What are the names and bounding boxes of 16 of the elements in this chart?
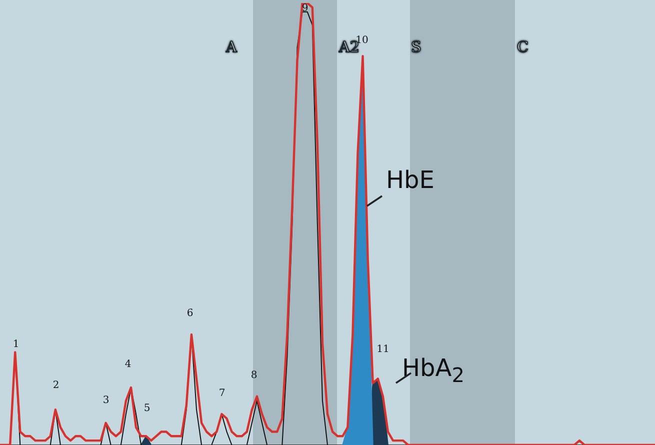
annotation: 9 — [302, 3, 308, 14]
annotation: 6 — [186, 308, 194, 319]
annotation: 4 — [124, 359, 132, 370]
annotation: 3 — [102, 395, 110, 406]
annotation: A — [226, 38, 237, 56]
annotation: 11 — [376, 344, 390, 355]
annotation: 2 — [52, 380, 60, 391]
annotation: A2 — [339, 38, 360, 56]
annotation: HbE — [386, 166, 434, 194]
annotation: 7 — [218, 388, 226, 399]
annotation: 1 — [12, 339, 20, 350]
annotation: C — [517, 38, 528, 56]
annotation: 5 — [144, 403, 150, 414]
annotation: HbA$_{2}$ — [402, 354, 464, 387]
annotation: 8 — [250, 370, 258, 381]
annotation: S — [411, 38, 422, 56]
